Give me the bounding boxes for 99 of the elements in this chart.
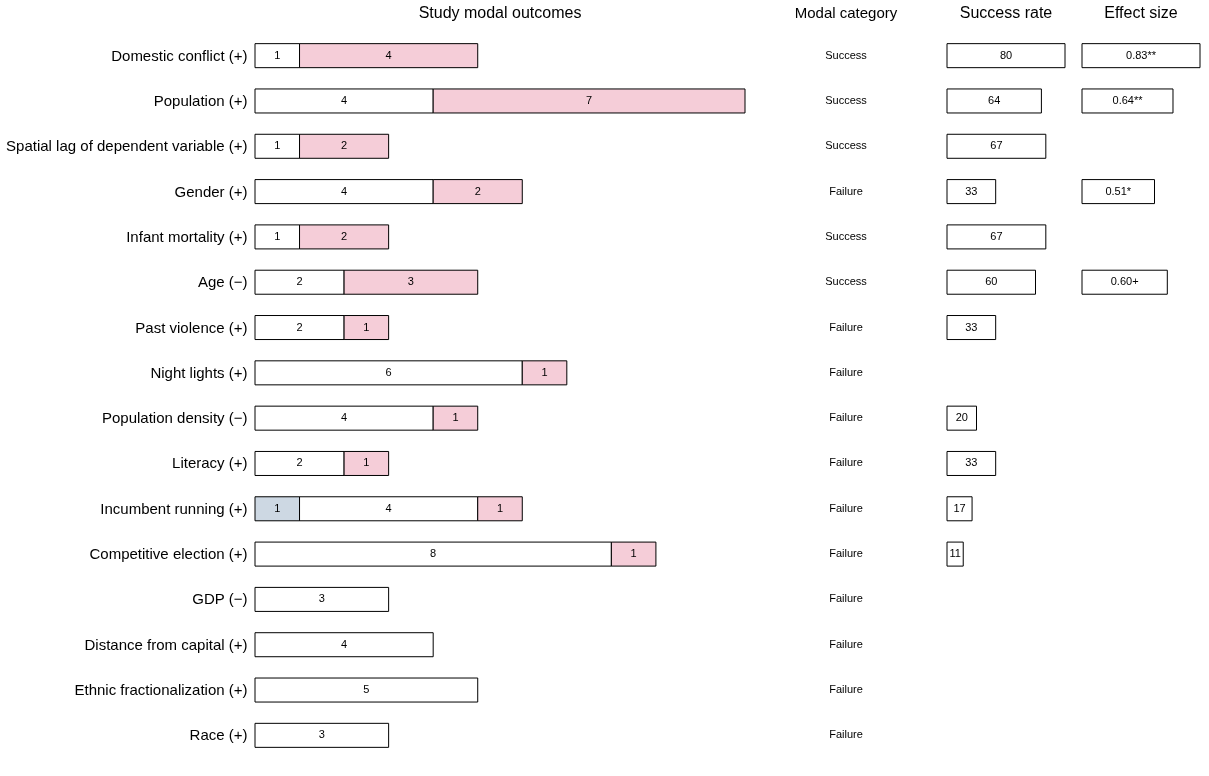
data-label: 1 [274,48,281,61]
data-label: 2 [341,229,348,242]
data-label: 33 [965,456,978,469]
y-tick-label: Failure [829,683,863,696]
chart-title: Study modal outcomes [418,4,582,21]
y-tick-label: Failure [829,592,863,605]
y-tick-label: Failure [829,456,863,469]
data-label: 17 [953,501,966,514]
data-label: 80 [999,48,1013,61]
bar [1081,179,1156,205]
chart-title: Effect size [1104,4,1178,21]
data-label: 2 [296,320,303,333]
data-label: 0.64** [1112,93,1144,106]
y-tick-label: Failure [829,184,863,197]
y-axis-title: Modal category [794,4,898,21]
y-tick-label: Success [825,48,868,61]
data-label: 4 [385,501,392,514]
y-tick-label: Distance from capital (+) [84,635,248,653]
data-label: 3 [318,728,325,741]
data-label: 1 [630,547,637,560]
bar [946,179,997,205]
y-tick-label: Failure [829,411,863,424]
data-label: 67 [990,139,1003,152]
y-tick-label: Age (−) [197,273,248,291]
y-tick-label: Night lights (+) [150,363,248,381]
y-tick-label: Population density (−) [101,409,248,427]
y-tick-label: GDP (−) [192,590,248,608]
data-label: 1 [452,411,459,424]
y-tick-label: Competitive election (+) [89,545,248,563]
data-label: 5 [363,683,370,696]
data-label: 1 [496,501,504,514]
y-tick-label: Success [825,275,868,288]
bar [946,405,977,431]
bar [946,43,1066,69]
bar [946,315,997,341]
bar [1081,269,1168,295]
data-label: 1 [274,229,281,242]
data-label: 1 [274,501,281,514]
bar [946,541,964,567]
y-tick-label: Population (+) [153,91,248,109]
bar [946,224,1047,250]
bar [1081,43,1201,69]
bar [946,133,1047,159]
data-label: 4 [341,411,348,424]
bar [946,496,973,522]
y-tick-label: Failure [829,547,863,560]
y-tick-label: Gender (+) [174,182,248,200]
data-label: 2 [474,184,481,197]
data-label: 1 [363,320,370,333]
data-label: 67 [990,229,1003,242]
y-tick-label: Failure [829,728,863,741]
data-label: 0.60+ [1110,275,1139,288]
data-label: 4 [385,48,392,61]
data-label: 64 [988,93,1001,106]
data-label: 7 [586,93,593,106]
y-tick-label: Domestic conflict (+) [111,46,248,64]
data-label: 8 [430,547,437,560]
y-tick-label: Failure [829,365,863,378]
chart-title: Success rate [959,4,1053,21]
bar [254,586,390,612]
y-tick-label: Failure [829,320,863,333]
bar [1081,88,1174,114]
y-tick-label: Spatial lag of dependent variable (+) [6,137,248,155]
y-tick-label: Success [825,93,868,106]
data-label: 11 [949,547,961,560]
y-tick-label: Literacy (+) [172,454,248,472]
data-label: 1 [363,456,370,469]
data-label: 33 [965,320,978,333]
data-label: 2 [296,275,303,288]
data-label: 4 [341,637,348,650]
data-label: 20 [955,411,968,424]
data-label: 4 [341,184,348,197]
data-label: 2 [296,456,303,469]
bar [946,269,1036,295]
y-tick-label: Success [825,229,868,242]
y-tick-label: Failure [829,637,863,650]
y-tick-label: Race (+) [189,726,248,744]
data-label: 0.51* [1105,184,1132,197]
y-tick-label: Failure [829,501,863,514]
data-label: 6 [385,365,392,378]
y-tick-label: Ethnic fractionalization (+) [74,681,248,699]
data-label: 3 [407,275,414,288]
data-label: 1 [274,139,281,152]
y-tick-label: Past violence (+) [135,318,248,336]
data-label: 3 [318,592,325,605]
data-label: 0.83** [1126,48,1157,61]
bar [254,632,434,658]
y-tick-label: Incumbent running (+) [100,499,248,517]
bar [946,88,1042,114]
data-label: 2 [341,139,348,152]
data-label: 4 [341,93,348,106]
y-tick-label: Success [825,139,868,152]
y-tick-label: Infant mortality (+) [126,227,248,245]
bar [254,722,390,748]
data-label: 33 [965,184,978,197]
bar [254,677,479,703]
data-label: 1 [541,365,548,378]
data-label: 60 [985,275,998,288]
bar [946,450,997,476]
